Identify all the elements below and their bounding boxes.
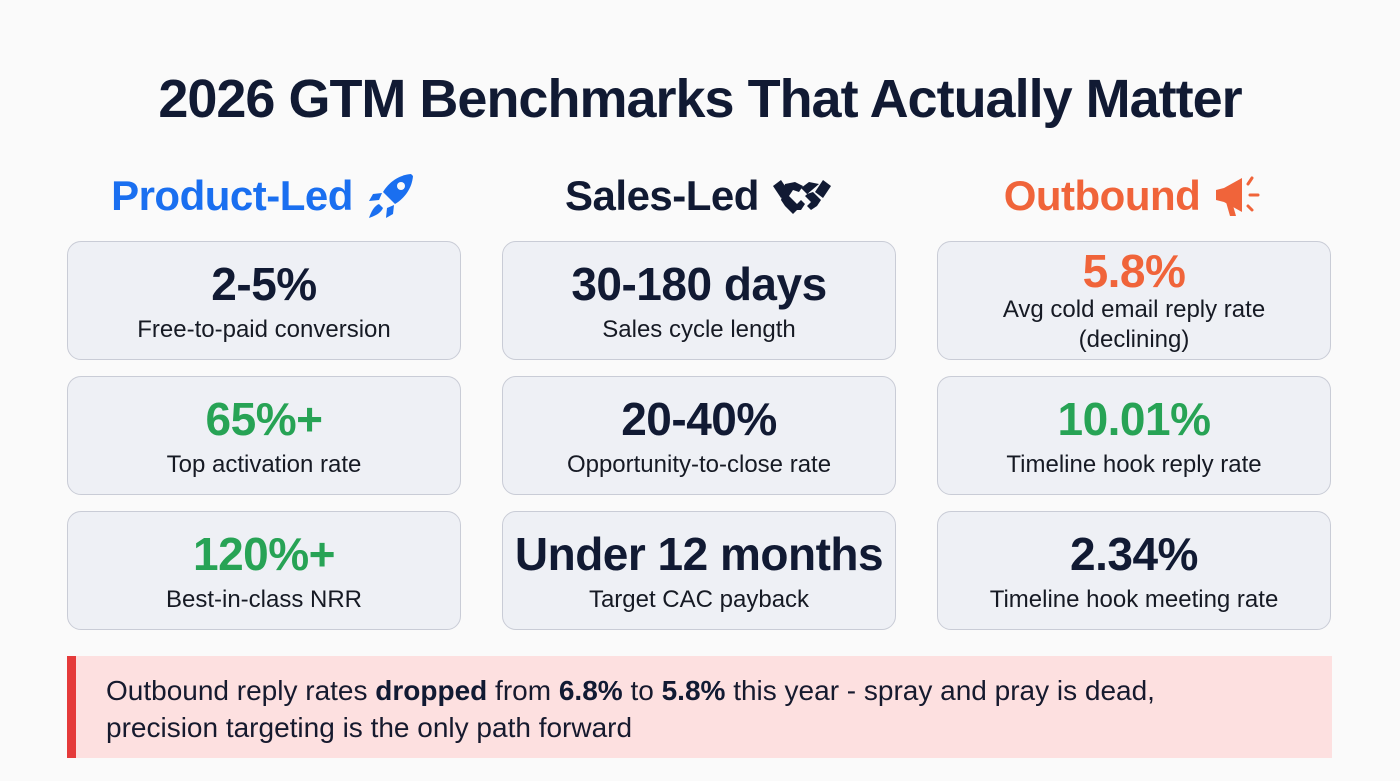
metric-label: Opportunity-to-close rate [566,450,832,478]
metric-card: Under 12 months Target CAC payback [502,511,896,630]
metric-label: Avg cold email reply rate [1002,295,1266,323]
column-header-label: Sales-Led [565,172,759,219]
column-header-label: Outbound [1003,172,1201,219]
metric-label: Free-to-paid conversion [137,315,391,343]
metric-card: 20-40% Opportunity-to-close rate [502,376,896,495]
metric-value: 65%+ [205,392,323,445]
metric-card: 65%+ Top activation rate [67,376,461,495]
metric-value: 30-180 days [571,257,827,310]
metric-card: 120%+ Best-in-class NRR [67,511,461,630]
metric-value: Under 12 months [514,527,884,580]
rocket-icon [365,170,417,222]
metric-label: Best-in-class NRR [165,585,363,613]
metric-label: Target CAC payback [588,585,810,613]
column-header-sales-led: Sales-Led [502,170,896,222]
metric-value: 2-5% [211,257,317,310]
metric-value: 5.8% [1082,244,1186,297]
callout-line-1: Outbound reply rates dropped from 6.8% t… [106,675,1155,706]
metric-card: 10.01% Timeline hook reply rate [937,376,1331,495]
metric-label-note: (declining) [1078,325,1190,353]
metric-value: 20-40% [621,392,777,445]
metric-label: Timeline hook meeting rate [989,585,1279,613]
metric-label: Top activation rate [166,450,362,478]
page-title: 2026 GTM Benchmarks That Actually Matter [158,69,1242,129]
megaphone-icon [1212,170,1264,222]
callout-line-2: precision targeting is the only path for… [106,712,633,743]
metric-card: 2-5% Free-to-paid conversion [67,241,461,360]
metric-label: Timeline hook reply rate [1006,450,1262,478]
callout-banner: Outbound reply rates dropped from 6.8% t… [67,656,1332,758]
metric-card: 2.34% Timeline hook meeting rate [937,511,1331,630]
metric-value: 2.34% [1070,527,1198,580]
metric-card: 5.8% Avg cold email reply rate (declinin… [937,241,1331,360]
column-header-outbound: Outbound [937,170,1331,222]
column-header-label: Product-Led [111,172,353,219]
metric-label: Sales cycle length [602,315,796,343]
metric-value: 10.01% [1057,392,1211,445]
metric-card: 30-180 days Sales cycle length [502,241,896,360]
handshake-icon [771,170,833,222]
column-header-product-led: Product-Led [67,170,461,222]
metric-value: 120%+ [192,527,336,580]
